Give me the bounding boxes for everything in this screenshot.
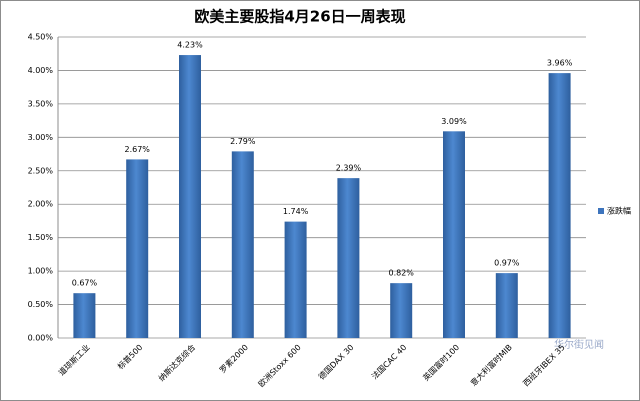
bar (73, 293, 96, 338)
bar (231, 151, 254, 338)
bar (284, 221, 307, 338)
value-label: 1.74% (283, 207, 309, 216)
bar (337, 178, 360, 338)
bar (179, 55, 201, 339)
chart-title: 欧美主要股指4月26日一周表现 (194, 8, 405, 26)
y-tick-label: 3.00% (28, 133, 54, 142)
value-label: 2.39% (336, 164, 362, 173)
value-label: 0.82% (388, 269, 414, 278)
bar (548, 73, 571, 339)
y-tick-label: 4.00% (28, 66, 54, 75)
y-tick-label: 1.00% (28, 267, 54, 276)
y-tick-label: 0.50% (28, 300, 54, 309)
legend-label: 涨跌幅 (607, 206, 631, 216)
y-tick-label: 3.50% (28, 99, 54, 108)
value-label: 3.96% (547, 59, 573, 68)
bar (126, 159, 149, 338)
y-tick-label: 2.00% (28, 200, 54, 209)
value-label: 2.79% (230, 137, 256, 146)
bar (443, 131, 465, 338)
watermark: 华尔街见闻 (554, 338, 604, 351)
y-tick-label: 0.00% (28, 334, 54, 343)
value-label: 0.67% (72, 279, 98, 288)
value-label: 2.67% (124, 145, 150, 154)
value-label: 4.23% (177, 41, 203, 50)
y-tick-label: 2.50% (28, 166, 54, 175)
value-label: 0.97% (494, 259, 520, 268)
bar (390, 283, 413, 338)
legend-swatch (598, 208, 604, 214)
bar (495, 273, 518, 338)
y-tick-label: 1.50% (28, 233, 54, 242)
value-label: 3.09% (441, 117, 467, 126)
y-tick-label: 4.50% (28, 33, 54, 42)
